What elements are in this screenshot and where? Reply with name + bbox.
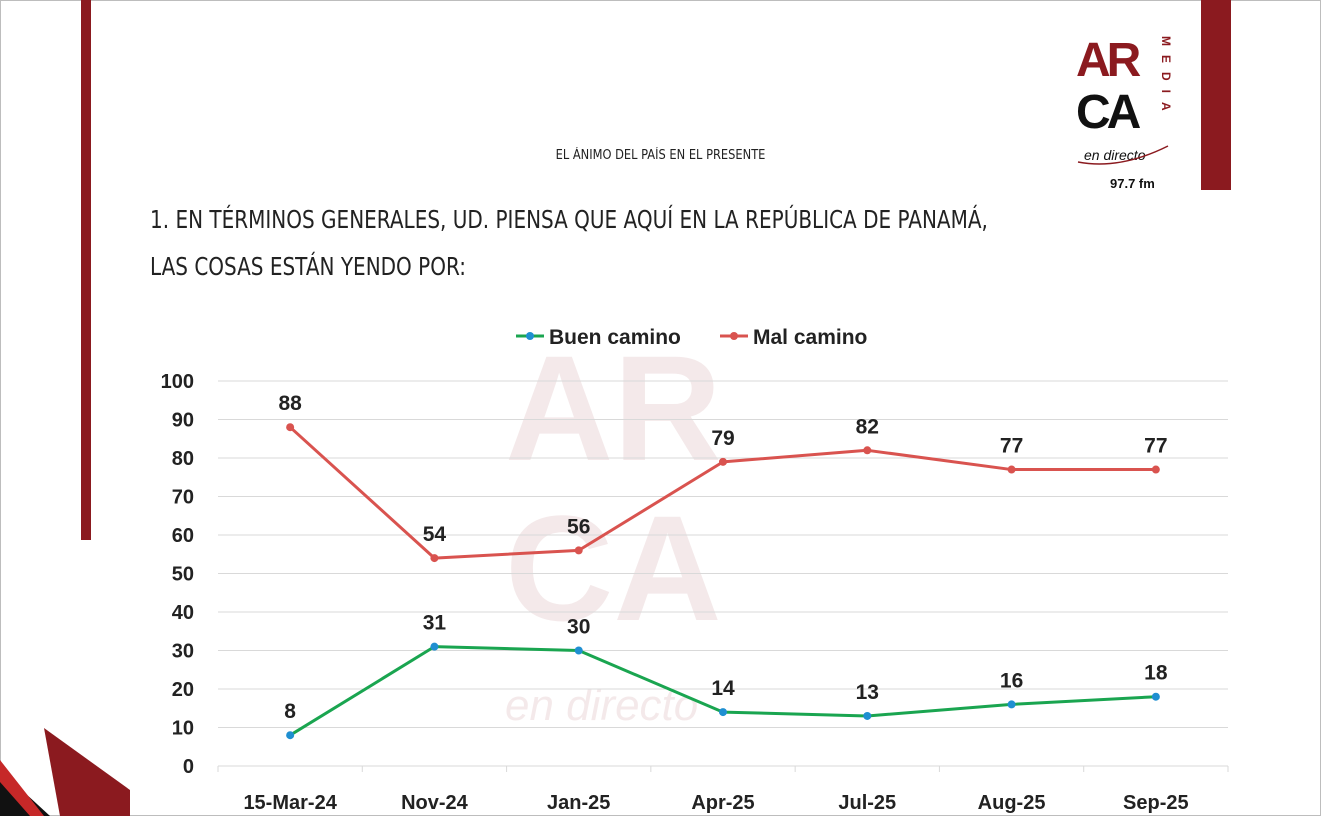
y-tick-label: 100 — [161, 371, 194, 393]
data-label: 56 — [567, 515, 590, 538]
chart-axes: 0 10 20 30 40 50 60 70 80 90 100 15-Mar-24 Nov-24 Jan… — [161, 371, 1229, 814]
data-point — [1007, 700, 1016, 709]
legend-marker — [526, 332, 534, 340]
x-tick-label: Apr-25 — [691, 792, 754, 814]
data-point — [863, 446, 872, 455]
data-label: 31 — [423, 612, 447, 635]
logo-swoosh — [1077, 145, 1169, 165]
data-label: 88 — [278, 392, 302, 415]
x-tick-label: Nov-24 — [401, 792, 469, 814]
y-tick-label: 50 — [172, 564, 194, 586]
logo-media: MEDIA — [1159, 36, 1173, 120]
x-tick-label: Aug-25 — [978, 792, 1046, 814]
chart-series — [286, 423, 1160, 740]
question-line-2: LAS COSAS ESTÁN YENDO POR: — [150, 252, 466, 281]
data-label: 82 — [856, 415, 879, 438]
corner-decoration — [0, 728, 130, 816]
legend-marker — [730, 332, 738, 340]
y-tick-label: 90 — [172, 410, 194, 432]
data-label: 54 — [423, 523, 447, 546]
x-tick-label: Jan-25 — [547, 792, 610, 814]
chart-grid — [218, 380, 1228, 767]
arca-media-logo: AR CA MEDIA en directo 97.7 fm — [1076, 34, 1173, 191]
data-point — [1007, 465, 1016, 474]
legend-label: Buen camino — [549, 326, 681, 349]
arca-watermark: AR CA en directo — [505, 324, 722, 730]
y-tick-label: 0 — [183, 756, 194, 778]
data-label: 8 — [284, 700, 296, 723]
data-point — [719, 708, 727, 717]
question-line-1: 1. EN TÉRMINOS GENERALES, UD. PIENSA QUE… — [150, 205, 988, 234]
data-label: 79 — [711, 427, 734, 450]
y-tick-label: 30 — [172, 641, 194, 663]
data-label: 14 — [711, 677, 735, 700]
survey-question: 1. EN TÉRMINOS GENERALES, UD. PIENSA QUE… — [150, 196, 988, 290]
data-label: 16 — [1000, 669, 1023, 692]
data-point — [574, 546, 583, 555]
logo-tagline: en directo — [1084, 147, 1146, 163]
data-point — [1151, 465, 1160, 474]
data-point — [286, 423, 295, 432]
section-subtitle: EL ÁNIMO DEL PAÍS EN EL PRESENTE — [555, 148, 766, 163]
watermark-ca: CA — [505, 484, 722, 652]
data-point — [574, 646, 583, 655]
logo-frequency: 97.7 fm — [1110, 176, 1155, 191]
logo-ar: AR — [1076, 34, 1141, 87]
watermark-ar: AR — [505, 324, 722, 492]
logo-ca: CA — [1076, 86, 1141, 139]
left-accent-bar — [81, 0, 91, 540]
chart-data-labels: 8 31 30 14 13 16 18 88 54 56 79 82 77 77 — [278, 392, 1167, 723]
data-point — [430, 554, 439, 563]
data-label: 77 — [1000, 435, 1023, 458]
data-label: 18 — [1144, 662, 1168, 685]
y-tick-label: 80 — [172, 448, 194, 470]
data-point — [430, 642, 439, 651]
data-label: 13 — [856, 681, 879, 704]
data-point — [863, 711, 872, 720]
y-tick-label: 40 — [172, 602, 194, 624]
data-label: 30 — [567, 616, 590, 639]
data-point — [286, 731, 295, 740]
y-tick-label: 70 — [172, 487, 194, 509]
data-point — [1151, 692, 1160, 701]
data-point — [719, 457, 727, 466]
y-tick-label: 20 — [172, 679, 194, 701]
data-label: 77 — [1144, 435, 1167, 458]
legend-label: Mal camino — [753, 326, 867, 349]
x-tick-label: 15-Mar-24 — [243, 792, 337, 814]
x-tick-label: Jul-25 — [838, 792, 896, 814]
chart-legend: Buen camino Mal camino — [516, 326, 867, 349]
right-accent-bar — [1201, 0, 1231, 190]
y-tick-label: 60 — [172, 525, 194, 547]
y-tick-label: 10 — [172, 718, 194, 740]
x-tick-label: Sep-25 — [1123, 792, 1189, 814]
